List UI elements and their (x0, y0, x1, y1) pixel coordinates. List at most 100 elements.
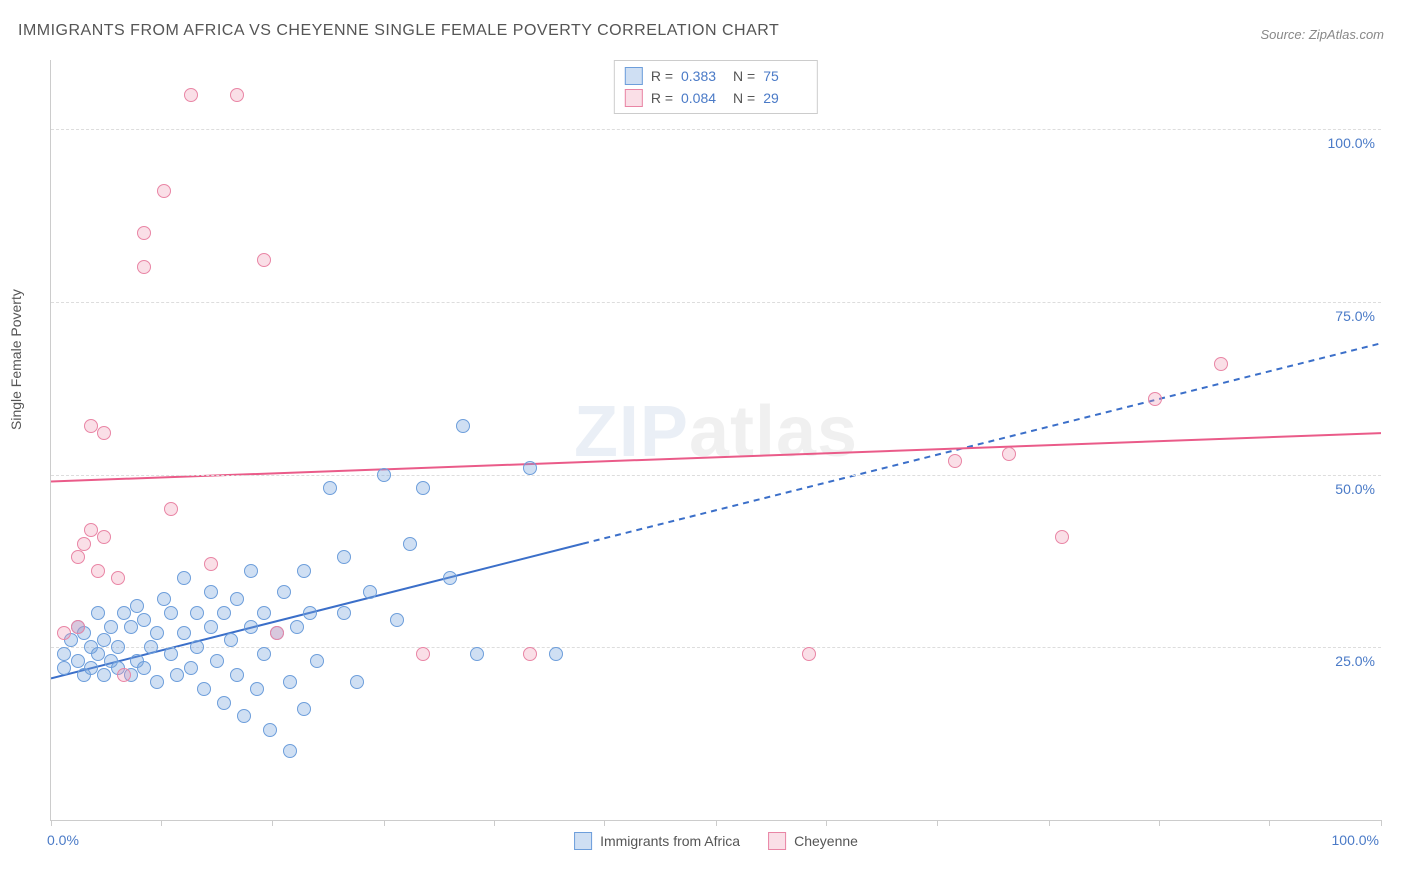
scatter-point-africa (164, 647, 178, 661)
legend-series-item: Immigrants from Africa (574, 832, 740, 850)
legend-stats: R =0.383N =75R =0.084N =29 (614, 60, 818, 114)
scatter-point-cheyenne (1148, 392, 1162, 406)
scatter-point-cheyenne (137, 260, 151, 274)
scatter-point-cheyenne (137, 226, 151, 240)
scatter-point-cheyenne (91, 564, 105, 578)
gridline (51, 129, 1381, 130)
legend-r-label: R = (651, 90, 673, 106)
scatter-point-africa (210, 654, 224, 668)
legend-series-item: Cheyenne (768, 832, 858, 850)
legend-series-label: Cheyenne (794, 833, 858, 849)
scatter-point-africa (416, 481, 430, 495)
y-tick-label: 75.0% (1335, 308, 1375, 324)
scatter-point-cheyenne (948, 454, 962, 468)
scatter-point-africa (137, 613, 151, 627)
scatter-point-africa (117, 606, 131, 620)
legend-swatch-icon (574, 832, 592, 850)
legend-stat-row: R =0.383N =75 (625, 65, 807, 87)
scatter-point-cheyenne (802, 647, 816, 661)
scatter-point-cheyenne (523, 647, 537, 661)
x-tick-mark (937, 820, 938, 826)
scatter-point-africa (250, 682, 264, 696)
scatter-point-africa (150, 675, 164, 689)
y-axis-label: Single Female Poverty (8, 289, 24, 430)
scatter-point-cheyenne (77, 537, 91, 551)
x-tick-mark (1381, 820, 1382, 826)
scatter-point-africa (303, 606, 317, 620)
scatter-point-cheyenne (1055, 530, 1069, 544)
scatter-point-africa (390, 613, 404, 627)
x-tick-mark (384, 820, 385, 826)
scatter-point-cheyenne (71, 620, 85, 634)
scatter-point-africa (130, 599, 144, 613)
scatter-point-africa (310, 654, 324, 668)
scatter-point-africa (377, 468, 391, 482)
y-tick-label: 25.0% (1335, 653, 1375, 669)
scatter-point-cheyenne (257, 253, 271, 267)
scatter-point-africa (71, 654, 85, 668)
scatter-point-cheyenne (157, 184, 171, 198)
scatter-point-cheyenne (184, 88, 198, 102)
legend-swatch-icon (625, 89, 643, 107)
scatter-point-cheyenne (1002, 447, 1016, 461)
x-tick-mark (1159, 820, 1160, 826)
scatter-point-africa (190, 640, 204, 654)
x-tick-mark (51, 820, 52, 826)
scatter-point-cheyenne (117, 668, 131, 682)
legend-n-value: 29 (763, 90, 807, 106)
scatter-point-cheyenne (71, 550, 85, 564)
scatter-point-africa (470, 647, 484, 661)
x-tick-mark (161, 820, 162, 826)
scatter-point-africa (443, 571, 457, 585)
scatter-point-africa (97, 668, 111, 682)
legend-n-value: 75 (763, 68, 807, 84)
scatter-point-africa (244, 620, 258, 634)
scatter-point-africa (144, 640, 158, 654)
gridline (51, 475, 1381, 476)
scatter-point-africa (157, 592, 171, 606)
source-label: Source: ZipAtlas.com (1260, 27, 1384, 42)
scatter-point-africa (323, 481, 337, 495)
scatter-point-africa (297, 564, 311, 578)
scatter-point-africa (204, 620, 218, 634)
legend-series: Immigrants from Africa Cheyenne (574, 832, 858, 850)
scatter-point-africa (224, 633, 238, 647)
scatter-point-cheyenne (270, 626, 284, 640)
legend-r-label: R = (651, 68, 673, 84)
legend-swatch-icon (768, 832, 786, 850)
scatter-point-africa (217, 696, 231, 710)
scatter-point-africa (184, 661, 198, 675)
watermark-atlas: atlas (689, 392, 858, 472)
scatter-point-africa (297, 702, 311, 716)
gridline (51, 647, 1381, 648)
legend-stat-row: R =0.084N =29 (625, 87, 807, 109)
scatter-point-africa (91, 647, 105, 661)
scatter-point-africa (337, 550, 351, 564)
scatter-point-africa (263, 723, 277, 737)
scatter-point-cheyenne (204, 557, 218, 571)
scatter-point-africa (177, 626, 191, 640)
scatter-point-cheyenne (97, 426, 111, 440)
scatter-point-africa (111, 640, 125, 654)
scatter-point-africa (217, 606, 231, 620)
scatter-point-africa (170, 668, 184, 682)
scatter-point-africa (290, 620, 304, 634)
scatter-point-cheyenne (230, 88, 244, 102)
x-tick-mark (1049, 820, 1050, 826)
scatter-point-africa (283, 675, 297, 689)
scatter-point-africa (363, 585, 377, 599)
scatter-point-africa (523, 461, 537, 475)
scatter-point-africa (244, 564, 258, 578)
scatter-point-cheyenne (97, 530, 111, 544)
scatter-point-africa (257, 647, 271, 661)
x-tick-mark (716, 820, 717, 826)
scatter-point-africa (97, 633, 111, 647)
watermark: ZIPatlas (574, 391, 858, 473)
scatter-plot: ZIPatlas R =0.383N =75R =0.084N =29 Immi… (50, 60, 1381, 821)
scatter-point-africa (104, 620, 118, 634)
scatter-point-africa (124, 620, 138, 634)
scatter-point-africa (190, 606, 204, 620)
scatter-point-cheyenne (84, 523, 98, 537)
trend-lines (51, 60, 1381, 820)
scatter-point-africa (230, 592, 244, 606)
